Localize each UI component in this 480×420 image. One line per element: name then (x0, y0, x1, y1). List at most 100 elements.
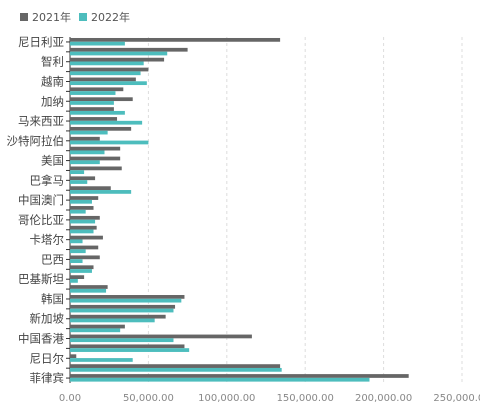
bar-2022 (70, 120, 143, 125)
bar-2021 (70, 136, 100, 141)
bar-2021 (70, 314, 166, 319)
y-category-label: 巴基斯坦 (18, 272, 64, 286)
bar-2022 (70, 150, 105, 155)
bar-2022 (70, 308, 174, 313)
y-category-label: 加纳 (41, 94, 64, 108)
bar-2021 (70, 117, 118, 121)
bar-2021 (70, 334, 252, 339)
bar-2022 (70, 51, 168, 56)
y-category-label: 沙特阿拉伯 (7, 134, 65, 148)
bar-2022 (70, 358, 133, 362)
bar-2022 (70, 91, 116, 95)
x-tick-label: 250,000.00 (433, 393, 480, 404)
legend-label-2021: 2021年 (32, 11, 71, 24)
y-category-label: 韩国 (41, 292, 64, 306)
bar-2022 (70, 41, 125, 46)
bar-2022 (70, 259, 83, 263)
bar-2022 (70, 71, 141, 76)
bar-2021 (70, 374, 409, 378)
y-category-label: 尼日尔 (30, 351, 65, 365)
bar-2021 (70, 146, 121, 151)
y-category-label: 智利 (41, 55, 64, 69)
x-tick-label: 100,000.00 (198, 393, 255, 404)
bar-2021 (70, 87, 124, 92)
bar-2021 (70, 364, 281, 368)
x-tick-label: 200,000.00 (355, 393, 412, 404)
bar-2021 (70, 156, 121, 161)
bar-2022 (70, 190, 132, 194)
y-category-label: 马来西亚 (18, 114, 64, 128)
bar-2021 (70, 67, 149, 72)
bar-2021 (70, 255, 100, 260)
bar-2022 (70, 318, 155, 323)
y-category-label: 哥伦比亚 (18, 213, 64, 227)
bar-2021 (70, 245, 99, 250)
bar-2022 (70, 249, 86, 254)
bar-2021 (70, 166, 122, 171)
bar-2022 (70, 130, 108, 135)
bar-2021 (70, 354, 77, 359)
bar-2021 (70, 295, 185, 299)
bar-2022 (70, 199, 92, 204)
bar-2021 (70, 176, 96, 181)
bar-2022 (70, 279, 78, 283)
bar-2021 (70, 215, 100, 220)
bar-2021 (70, 126, 132, 131)
bar-2021 (70, 285, 108, 289)
bar-2021 (70, 225, 97, 230)
bar-2021 (70, 37, 281, 42)
bar-2021 (70, 47, 188, 52)
bar-2021 (70, 235, 103, 240)
bar-2021 (70, 186, 111, 191)
y-category-label: 中国香港 (18, 332, 64, 346)
y-category-label: 巴拿马 (30, 173, 65, 187)
legend-item-2022[interactable]: 2022年 (79, 9, 130, 25)
y-category-label: 巴西 (41, 252, 64, 266)
bar-2021 (70, 107, 114, 111)
y-category-label: 中国澳门 (18, 193, 64, 207)
y-category-label: 新加坡 (30, 312, 65, 326)
x-tick-label: 0.00 (59, 393, 81, 404)
bar-2021 (70, 196, 99, 200)
bar-2022 (70, 367, 282, 372)
bar-2021 (70, 97, 133, 102)
bar-2022 (70, 377, 370, 382)
y-category-label: 越南 (41, 74, 64, 88)
bar-2022 (70, 180, 88, 184)
bar-2021 (70, 324, 125, 329)
x-tick-label: 150,000.00 (277, 393, 334, 404)
x-tick-label: 50,000.00 (123, 393, 174, 404)
legend-swatch-2021 (20, 13, 28, 21)
bar-2022 (70, 140, 149, 145)
bar-2022 (70, 219, 96, 224)
bar-2021 (70, 57, 165, 62)
bar-2022 (70, 110, 125, 115)
bar-2022 (70, 298, 182, 303)
bar-2022 (70, 160, 100, 165)
legend-swatch-2022 (79, 13, 87, 21)
y-category-label: 尼日利亚 (18, 35, 64, 49)
y-category-label: 卡塔尔 (30, 233, 65, 247)
bar-2022 (70, 239, 83, 244)
bar-2021 (70, 265, 94, 270)
bar-2021 (70, 77, 136, 82)
bar-2022 (70, 81, 147, 86)
bar-2021 (70, 304, 176, 309)
bar-2022 (70, 209, 86, 214)
bar-2022 (70, 348, 190, 352)
y-category-label: 菲律宾 (30, 371, 65, 385)
bar-2022 (70, 338, 174, 343)
bar-2022 (70, 101, 114, 105)
legend-item-2021[interactable]: 2021年 (20, 9, 71, 25)
legend-label-2022: 2022年 (91, 11, 130, 24)
bar-2022 (70, 288, 107, 293)
bar-2022 (70, 229, 94, 234)
bar-2022 (70, 61, 144, 66)
legend: 2021年 2022年 (20, 9, 130, 25)
bar-2022 (70, 170, 85, 175)
bar-2022 (70, 269, 92, 273)
y-category-label: 美国 (41, 154, 64, 168)
bar-2021 (70, 206, 94, 210)
